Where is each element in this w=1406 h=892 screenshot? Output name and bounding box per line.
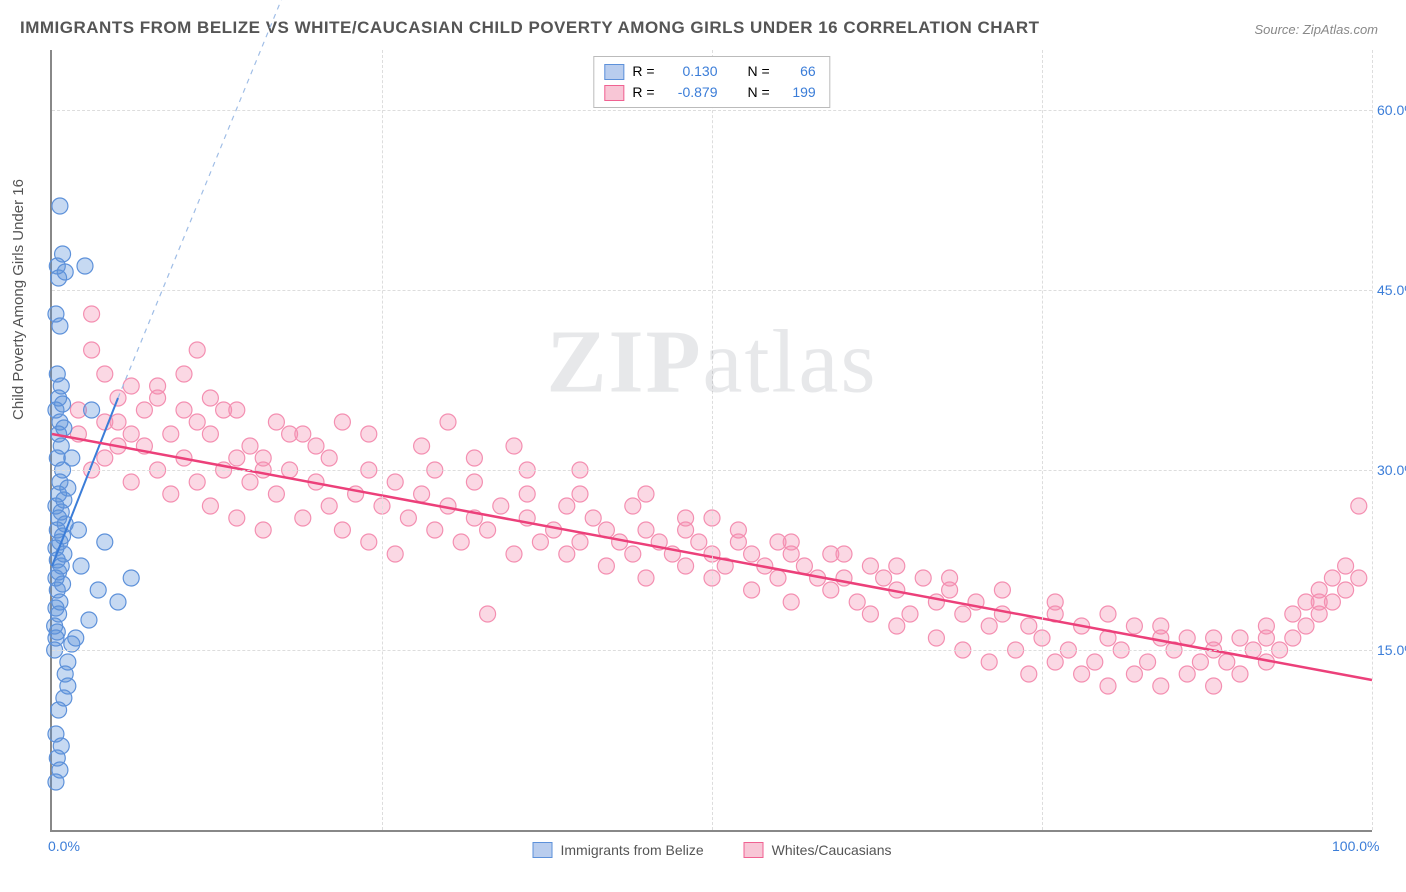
plot-area: ZIPatlas R = 0.130 N = 66 R = -0.879 N =… (50, 50, 1372, 832)
n-value-0: 66 (778, 61, 816, 82)
r-label: R = (632, 61, 654, 82)
legend-label-1: Whites/Caucasians (772, 842, 892, 858)
swatch-series-0 (604, 64, 624, 80)
gridline-v (712, 50, 713, 830)
swatch-bottom-0 (533, 842, 553, 858)
ytick-label: 45.0% (1377, 282, 1406, 298)
xtick-label: 100.0% (1332, 838, 1379, 854)
n-label: N = (748, 61, 770, 82)
gridline-v (382, 50, 383, 830)
n-value-1: 199 (778, 82, 816, 103)
gridline-v (1372, 50, 1373, 830)
y-axis-label: Child Poverty Among Girls Under 16 (10, 179, 27, 420)
gridline-v (1042, 50, 1043, 830)
n-label: N = (748, 82, 770, 103)
r-label: R = (632, 82, 654, 103)
legend-item-0: Immigrants from Belize (533, 842, 704, 858)
legend-stats-row-0: R = 0.130 N = 66 (604, 61, 815, 82)
legend-stats-row-1: R = -0.879 N = 199 (604, 82, 815, 103)
r-value-0: 0.130 (663, 61, 718, 82)
r-value-1: -0.879 (663, 82, 718, 103)
legend-series: Immigrants from Belize Whites/Caucasians (533, 842, 892, 858)
legend-item-1: Whites/Caucasians (744, 842, 892, 858)
legend-label-0: Immigrants from Belize (561, 842, 704, 858)
xtick-label: 0.0% (48, 838, 80, 854)
swatch-bottom-1 (744, 842, 764, 858)
ytick-label: 30.0% (1377, 462, 1406, 478)
chart-title: IMMIGRANTS FROM BELIZE VS WHITE/CAUCASIA… (20, 18, 1039, 38)
source-label: Source: ZipAtlas.com (1254, 22, 1378, 37)
ytick-label: 15.0% (1377, 642, 1406, 658)
legend-stats: R = 0.130 N = 66 R = -0.879 N = 199 (593, 56, 830, 108)
swatch-series-1 (604, 85, 624, 101)
ytick-label: 60.0% (1377, 102, 1406, 118)
